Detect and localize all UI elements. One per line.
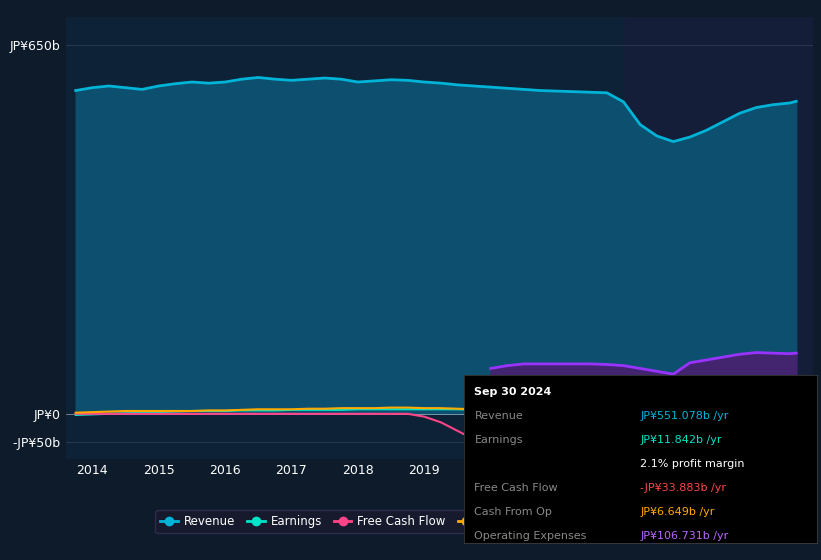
Text: 2.1% profit margin: 2.1% profit margin	[640, 459, 745, 469]
Text: Revenue: Revenue	[475, 411, 523, 421]
Text: -JP¥33.883b /yr: -JP¥33.883b /yr	[640, 483, 727, 493]
Text: JP¥551.078b /yr: JP¥551.078b /yr	[640, 411, 729, 421]
Text: JP¥11.842b /yr: JP¥11.842b /yr	[640, 435, 722, 445]
Legend: Revenue, Earnings, Free Cash Flow, Cash From Op, Operating Expenses: Revenue, Earnings, Free Cash Flow, Cash …	[155, 511, 723, 533]
Text: Operating Expenses: Operating Expenses	[475, 531, 587, 541]
Text: JP¥106.731b /yr: JP¥106.731b /yr	[640, 531, 728, 541]
Text: JP¥6.649b /yr: JP¥6.649b /yr	[640, 507, 715, 517]
Text: Earnings: Earnings	[475, 435, 523, 445]
Text: Cash From Op: Cash From Op	[475, 507, 553, 517]
Text: Sep 30 2024: Sep 30 2024	[475, 387, 552, 397]
Bar	[623, 17, 813, 459]
Text: Free Cash Flow: Free Cash Flow	[475, 483, 558, 493]
